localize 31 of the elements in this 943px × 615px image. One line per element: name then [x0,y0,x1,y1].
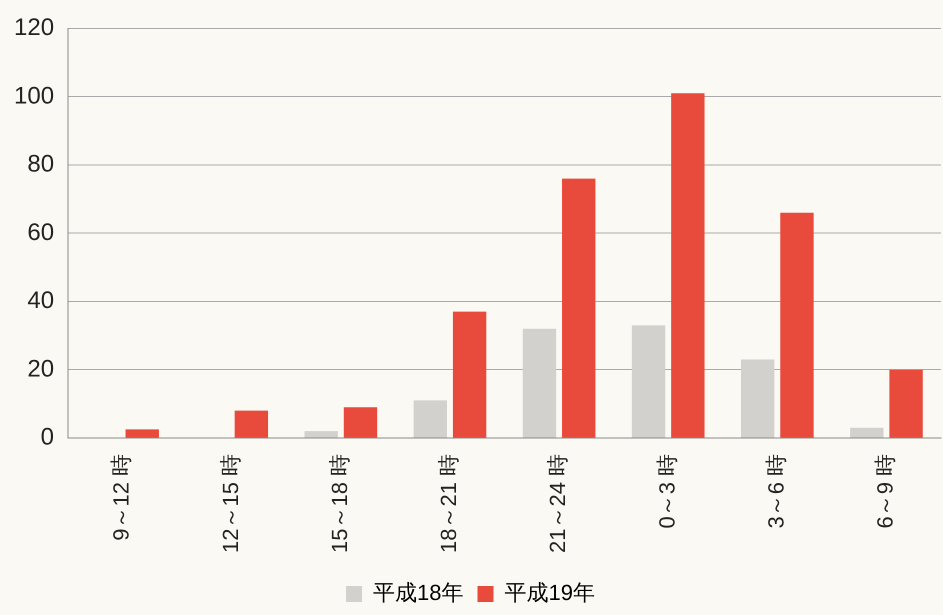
bar [671,93,705,438]
x-tick-label: 15～18 時 [326,454,352,554]
bar [414,400,448,438]
y-tick-label: 80 [27,150,54,178]
legend-label: 平成18年 [373,580,464,606]
y-tick-label: 40 [27,287,54,314]
bar [452,312,486,438]
x-tick-label: 12～15 時 [218,454,243,554]
y-tick-label: 100 [14,82,54,110]
bar [234,410,268,438]
x-tick-label: 18～21 時 [436,454,462,554]
bar [522,328,556,438]
y-tick-label: 20 [27,355,54,382]
y-tick-label: 120 [14,14,54,42]
x-tick-label: 3～6 時 [763,454,788,529]
bar [632,325,666,438]
y-tick-label: 0 [40,424,54,451]
bar [850,428,884,438]
y-tick-label: 60 [27,218,54,246]
x-tick-label: 0～3 時 [654,454,680,529]
x-tick-label: 9～12 時 [108,454,134,541]
x-tick-label: 6～9 時 [872,454,898,529]
bar [740,359,774,438]
bar [344,407,378,438]
bar [562,178,596,438]
bar [780,212,814,438]
bar [889,370,923,438]
bar [304,431,338,438]
x-tick-label: 21～24 時 [545,454,570,554]
bar [126,429,159,438]
legend-label: 平成19年 [504,580,595,606]
